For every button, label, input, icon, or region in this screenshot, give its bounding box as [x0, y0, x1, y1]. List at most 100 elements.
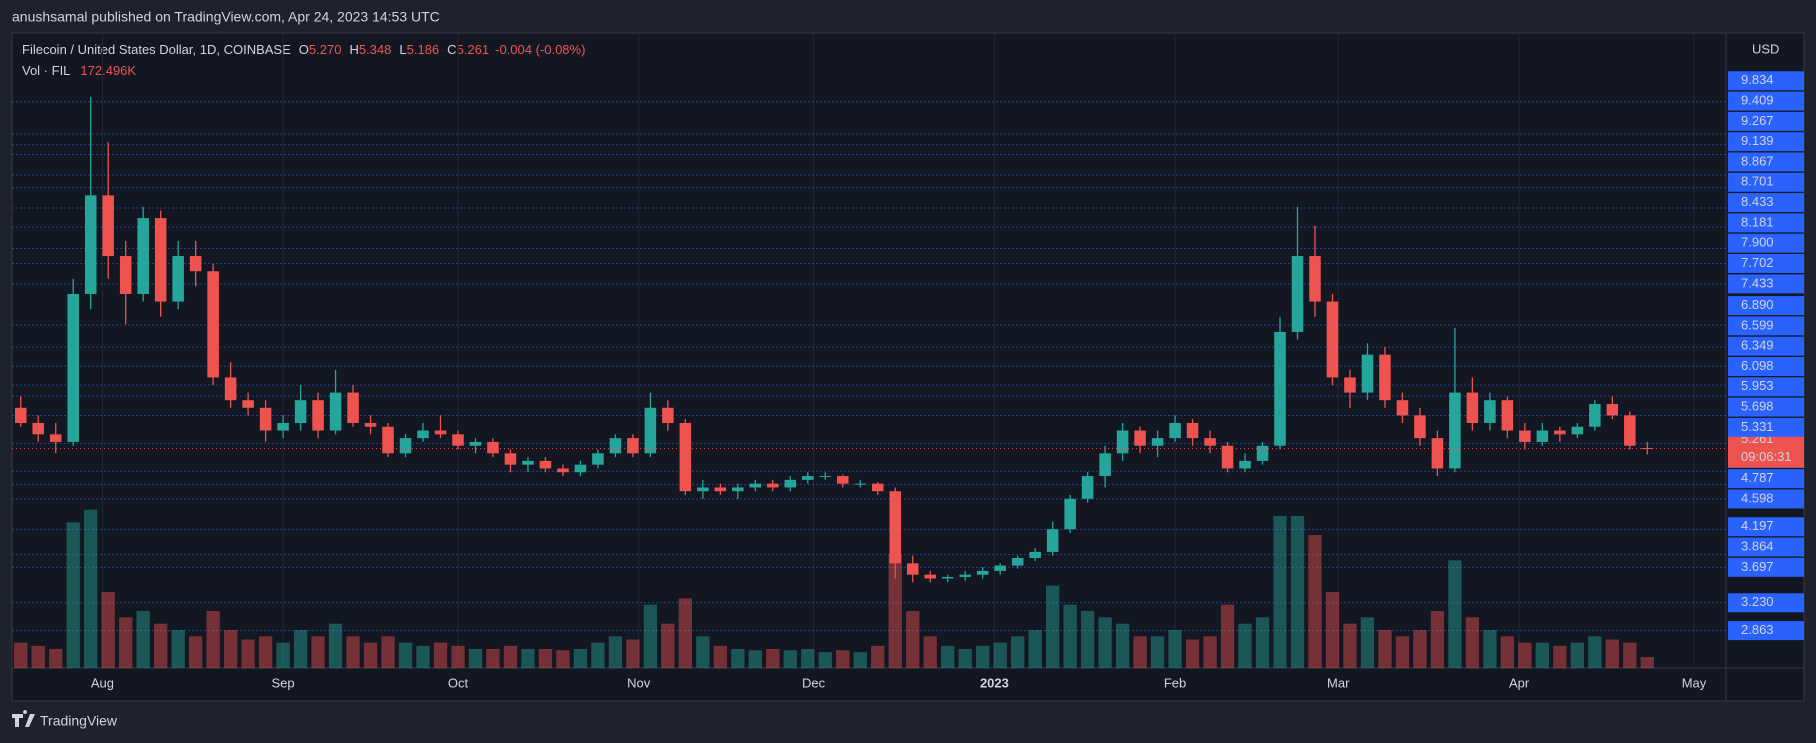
volume-bar — [84, 509, 98, 668]
volume-bar — [871, 645, 885, 668]
candle-body — [1326, 301, 1339, 378]
price-label-box — [1728, 316, 1804, 336]
y-tick-label: 8.433 — [1741, 194, 1774, 209]
price-label-box — [1728, 253, 1804, 273]
volume-bar — [538, 649, 553, 668]
price-label-box — [1728, 152, 1804, 172]
y-tick-label: 8.867 — [1741, 153, 1774, 168]
volume-bar — [398, 642, 413, 668]
candle-body — [1414, 415, 1426, 439]
y-tick-label: 9.409 — [1741, 93, 1774, 108]
x-tick-label: Sep — [272, 675, 295, 690]
candle-body — [1151, 438, 1164, 446]
candle-body — [1064, 498, 1076, 530]
candle-body — [994, 565, 1006, 571]
volume-bar — [591, 642, 605, 668]
y-tick-label: 6.098 — [1741, 358, 1774, 373]
volume-bar — [346, 636, 360, 668]
volume-bar — [731, 649, 745, 668]
volume-bar — [766, 649, 780, 668]
volume-bar — [1045, 585, 1060, 668]
candle-body — [802, 476, 814, 480]
volume-legend: Vol · FIL 172.496K — [22, 63, 136, 78]
candle-body — [871, 483, 884, 492]
candle-body — [1204, 438, 1216, 446]
volume-bar — [14, 642, 28, 668]
candle-body — [277, 422, 289, 431]
volume-bar — [1185, 639, 1200, 668]
candle-body — [1624, 415, 1636, 446]
candle-body — [941, 576, 954, 579]
candle-body — [1081, 476, 1094, 499]
volume-bar — [608, 636, 623, 668]
volume-bar — [416, 645, 430, 668]
candle-body — [1589, 403, 1601, 427]
candle-body — [854, 483, 867, 485]
volume-bar — [468, 649, 483, 668]
candle-body — [592, 453, 604, 465]
candle-body — [1484, 400, 1496, 423]
x-tick-label: Oct — [448, 675, 469, 690]
price-label-box — [1728, 193, 1804, 213]
volume-bar — [119, 617, 133, 668]
volume-bar — [1553, 645, 1567, 668]
price-label-box — [1728, 71, 1804, 91]
candle-body — [67, 293, 79, 442]
volume-bar — [1448, 560, 1462, 668]
candle-body — [154, 218, 167, 302]
candle-body — [1134, 430, 1146, 446]
candle-body — [959, 574, 971, 577]
volume-bar — [1343, 623, 1357, 668]
candle-body — [294, 400, 307, 423]
candle-body — [749, 483, 762, 488]
volume-bar — [1325, 592, 1340, 668]
candle-body — [1011, 557, 1024, 566]
volume-bar — [976, 645, 990, 668]
candle-body — [1186, 422, 1199, 439]
legend-key: L — [399, 42, 406, 57]
volume-bar — [1098, 617, 1112, 668]
footer-brand: TradingView — [40, 713, 118, 729]
volume-bar — [748, 650, 762, 668]
volume-bar — [1238, 623, 1252, 668]
candle-body — [49, 434, 62, 442]
candle-body — [836, 476, 849, 484]
volume-bar — [1168, 630, 1182, 668]
y-tick-label: 3.697 — [1741, 559, 1774, 574]
legend-low: 5.186 — [407, 42, 440, 57]
volume-bar — [906, 611, 920, 668]
legend-change: -0.004 (-0.08%) — [495, 42, 585, 57]
candle-body — [382, 426, 394, 454]
candle-body — [1571, 426, 1584, 435]
volume-bar — [154, 623, 168, 668]
price-label-box — [1728, 274, 1804, 294]
candle-body — [434, 430, 447, 435]
volume-bar — [783, 650, 797, 668]
candle-body — [1554, 430, 1566, 435]
legend: Filecoin / United States Dollar, 1D, COI… — [22, 42, 585, 78]
volume-bar — [573, 649, 588, 668]
candle-body — [1099, 453, 1111, 477]
volume-bar — [853, 652, 867, 668]
volume-bar — [1500, 636, 1515, 668]
y-tick-label: 8.181 — [1741, 214, 1774, 229]
y-tick-label: 9.834 — [1741, 72, 1774, 87]
volume-bar — [311, 636, 325, 668]
volume-bar — [1535, 642, 1550, 668]
candle-body — [364, 422, 377, 427]
candle-body — [819, 476, 832, 478]
x-tick-label: Aug — [91, 675, 114, 690]
volume-bar — [1483, 630, 1497, 668]
volume-bar — [206, 611, 220, 668]
volume-bar — [713, 645, 727, 668]
candle-body — [1449, 392, 1461, 469]
x-tick-label: May — [1682, 675, 1707, 690]
volume-bar — [888, 554, 902, 668]
price-label-box — [1728, 593, 1804, 613]
volume-bar — [661, 623, 675, 668]
currency: USD — [1752, 41, 1779, 56]
publisher: anushsamal published on TradingView.com,… — [12, 9, 440, 25]
volume-bar — [381, 636, 395, 668]
volume-bar — [136, 611, 150, 668]
candle-body — [906, 563, 919, 575]
